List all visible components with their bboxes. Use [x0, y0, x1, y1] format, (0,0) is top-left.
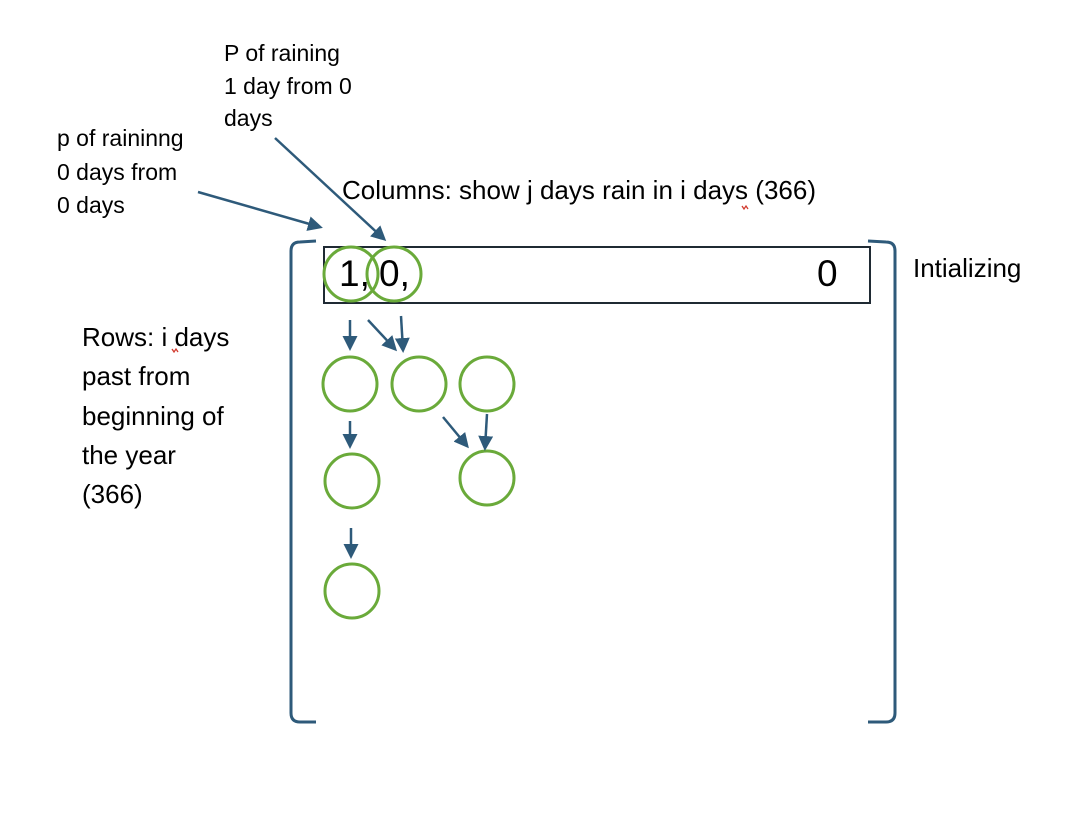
rows-label-line-3: beginning of — [82, 400, 224, 431]
spellcheck-squiggle-columns — [741, 204, 749, 211]
p-raining-zero-days-line-3: 0 days — [57, 192, 125, 218]
rows-label-line-1: Rows: i days — [82, 322, 230, 352]
arrow-init1-to-row1col1 — [394, 315, 410, 353]
arrow-annotation-one-day — [274, 137, 387, 242]
circle-row1-col0 — [321, 355, 379, 413]
rows-label-line-2: past from — [82, 361, 191, 392]
rows-label-line-5: (366) — [82, 479, 143, 510]
left-bracket — [289, 239, 317, 724]
circle-initial-one — [365, 245, 423, 303]
circle-row3-col0 — [323, 562, 381, 620]
p-raining-zero-days-annotation: p of raininng 0 days from 0 days — [57, 122, 184, 223]
arrow-init0-to-row1col1 — [367, 319, 398, 352]
cell-value-first: 1, — [339, 253, 370, 294]
circle-row1-col2 — [458, 355, 516, 413]
columns-label: Columns: show j days rain in i days (366… — [342, 175, 816, 205]
arrow-annotation-zero-days — [197, 190, 323, 231]
right-bracket — [867, 239, 897, 724]
circle-row2-col2 — [458, 449, 516, 507]
arrow-row1col1-to-row2col2 — [442, 416, 469, 449]
p-raining-one-day-line-3: days — [224, 105, 273, 131]
cell-value-second: 0, — [379, 253, 410, 294]
circle-row1-col1 — [390, 355, 448, 413]
p-raining-zero-days-line-1: p of raininng — [57, 125, 184, 151]
p-raining-zero-days-line-2: 0 days from — [57, 158, 178, 185]
circle-initial-zero — [322, 245, 380, 303]
arrow-row1col2-to-row2col2 — [478, 413, 494, 451]
rows-label-line-4: the year — [82, 439, 176, 470]
spellcheck-squiggle-rows — [171, 347, 179, 354]
cell-value-last: 0 — [817, 253, 838, 294]
initializing-label: Intializing — [913, 253, 1022, 283]
circle-row2-col0 — [323, 452, 381, 510]
p-raining-one-day-line-2: 1 day from 0 — [224, 72, 352, 99]
rows-label: Rows: i days past from beginning of the … — [82, 318, 229, 514]
p-raining-one-day-line-1: P of raining — [224, 40, 340, 66]
p-raining-one-day-annotation: P of raining 1 day from 0 days — [224, 37, 352, 135]
